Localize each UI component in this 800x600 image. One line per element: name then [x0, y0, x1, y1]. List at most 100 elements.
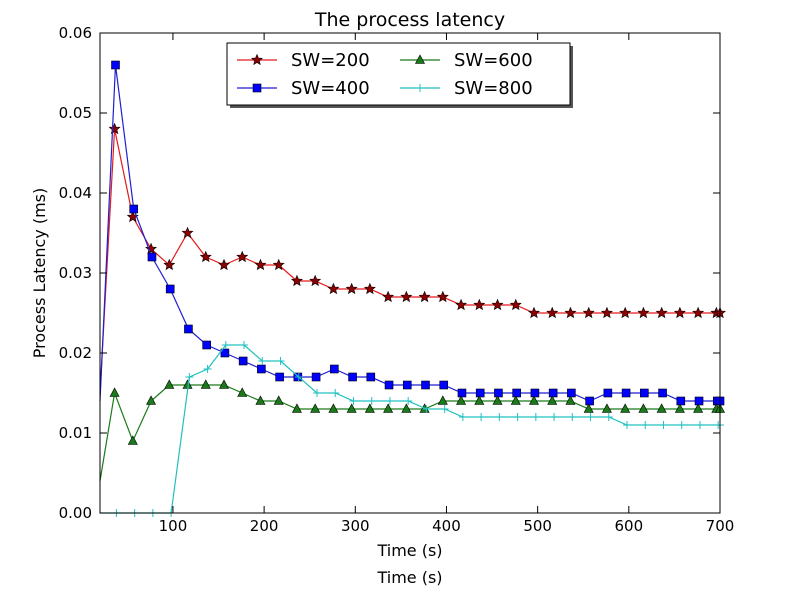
series-sw-600: [99, 379, 725, 482]
data-point: [475, 388, 485, 398]
data-point: [345, 282, 358, 295]
data-point: [328, 403, 339, 413]
data-point: [416, 84, 424, 92]
data-point: [456, 395, 467, 405]
data-point: [402, 380, 412, 390]
y-tick-label: 0.06: [59, 24, 92, 42]
data-point: [203, 365, 212, 373]
data-point: [436, 290, 449, 303]
data-point: [313, 389, 321, 397]
data-point: [385, 397, 394, 405]
legend-label: SW=600: [454, 50, 533, 71]
x-axis-label: Time (s): [376, 541, 442, 560]
data-point: [495, 413, 504, 421]
series-line: [99, 384, 720, 482]
data-point: [564, 306, 577, 319]
data-point: [509, 298, 522, 311]
data-point: [656, 403, 667, 413]
legend-label: SW=200: [291, 50, 370, 71]
data-point: [421, 380, 430, 390]
data-point: [512, 388, 521, 398]
data-point: [473, 298, 486, 311]
data-point: [220, 348, 230, 358]
x-tick-label: 700: [706, 517, 735, 535]
legend: SW=200 SW=400 SW=600 SW=800: [226, 42, 573, 108]
data-point: [692, 306, 705, 319]
data-point: [510, 395, 521, 405]
data-point: [294, 373, 303, 381]
data-point: [330, 364, 339, 374]
data-point: [676, 396, 686, 406]
data-point: [363, 282, 376, 295]
x-axis: 100 200 300 400 500 600 700: [159, 33, 735, 535]
data-point: [620, 403, 631, 413]
y-tick-label: 0.05: [59, 104, 92, 122]
data-point: [383, 403, 394, 413]
data-point: [290, 274, 303, 287]
legend-item: SW=600: [400, 50, 533, 71]
data-point: [604, 413, 613, 421]
data-point: [275, 372, 284, 382]
data-point: [255, 395, 266, 405]
data-point: [674, 403, 685, 413]
x-tick-label: 500: [523, 517, 552, 535]
data-point: [382, 290, 395, 303]
data-point: [694, 396, 704, 406]
data-point: [474, 395, 485, 405]
data-point: [348, 372, 357, 382]
data-point: [531, 413, 540, 421]
data-point: [585, 396, 594, 406]
series-line: [99, 64, 720, 402]
data-point: [129, 204, 139, 214]
series-sw-200: [99, 122, 726, 394]
data-point: [181, 226, 194, 239]
data-point: [494, 388, 503, 398]
data-point: [529, 395, 539, 405]
data-point: [477, 413, 486, 421]
data-point: [530, 388, 540, 398]
data-point: [641, 421, 650, 429]
data-point: [546, 306, 559, 319]
data-point: [109, 387, 120, 397]
x-tick-label: 600: [615, 517, 644, 535]
y-tick-label: 0.02: [59, 344, 92, 362]
data-point: [111, 60, 120, 70]
legend-label: SW=800: [454, 78, 533, 99]
series-sw-800: [100, 341, 724, 517]
y-axis: 0.00 0.01 0.02 0.03 0.04 0.05 0.06: [59, 24, 720, 522]
data-point: [165, 284, 175, 294]
data-point: [677, 421, 686, 429]
data-point: [603, 388, 613, 398]
data-point: [548, 388, 558, 398]
data-point: [221, 341, 230, 349]
data-point: [415, 54, 425, 64]
data-point: [364, 403, 375, 413]
data-point: [513, 413, 522, 421]
data-point: [202, 340, 211, 350]
data-point: [655, 306, 668, 319]
data-point: [621, 388, 631, 398]
data-point: [309, 274, 322, 287]
data-point: [236, 250, 249, 263]
data-point: [163, 258, 176, 271]
data-point: [331, 389, 340, 397]
data-point: [254, 258, 267, 271]
data-point: [311, 372, 321, 382]
data-point: [568, 413, 577, 421]
y-tick-label: 0.04: [59, 184, 92, 202]
data-point: [310, 403, 321, 413]
data-point: [238, 356, 248, 366]
data-point: [695, 421, 704, 429]
data-point: [693, 403, 704, 413]
data-point: [251, 53, 263, 66]
data-point: [240, 341, 249, 349]
data-point: [418, 290, 431, 303]
footer-text: Time (s): [376, 568, 442, 587]
data-point: [458, 413, 467, 421]
data-point: [582, 306, 595, 319]
data-point: [437, 395, 448, 405]
data-point: [257, 364, 266, 374]
y-axis-label: Process Latency (ms): [30, 188, 49, 359]
data-point: [237, 387, 248, 397]
data-point: [401, 403, 412, 413]
